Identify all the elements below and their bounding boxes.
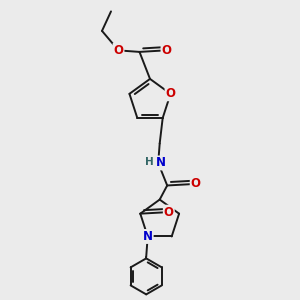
- Text: O: O: [113, 44, 124, 57]
- Text: O: O: [191, 178, 201, 190]
- Text: O: O: [161, 44, 172, 57]
- Text: N: N: [156, 157, 166, 169]
- Text: O: O: [166, 87, 176, 100]
- Text: H: H: [146, 158, 154, 167]
- Text: N: N: [143, 230, 153, 243]
- Text: O: O: [164, 206, 174, 219]
